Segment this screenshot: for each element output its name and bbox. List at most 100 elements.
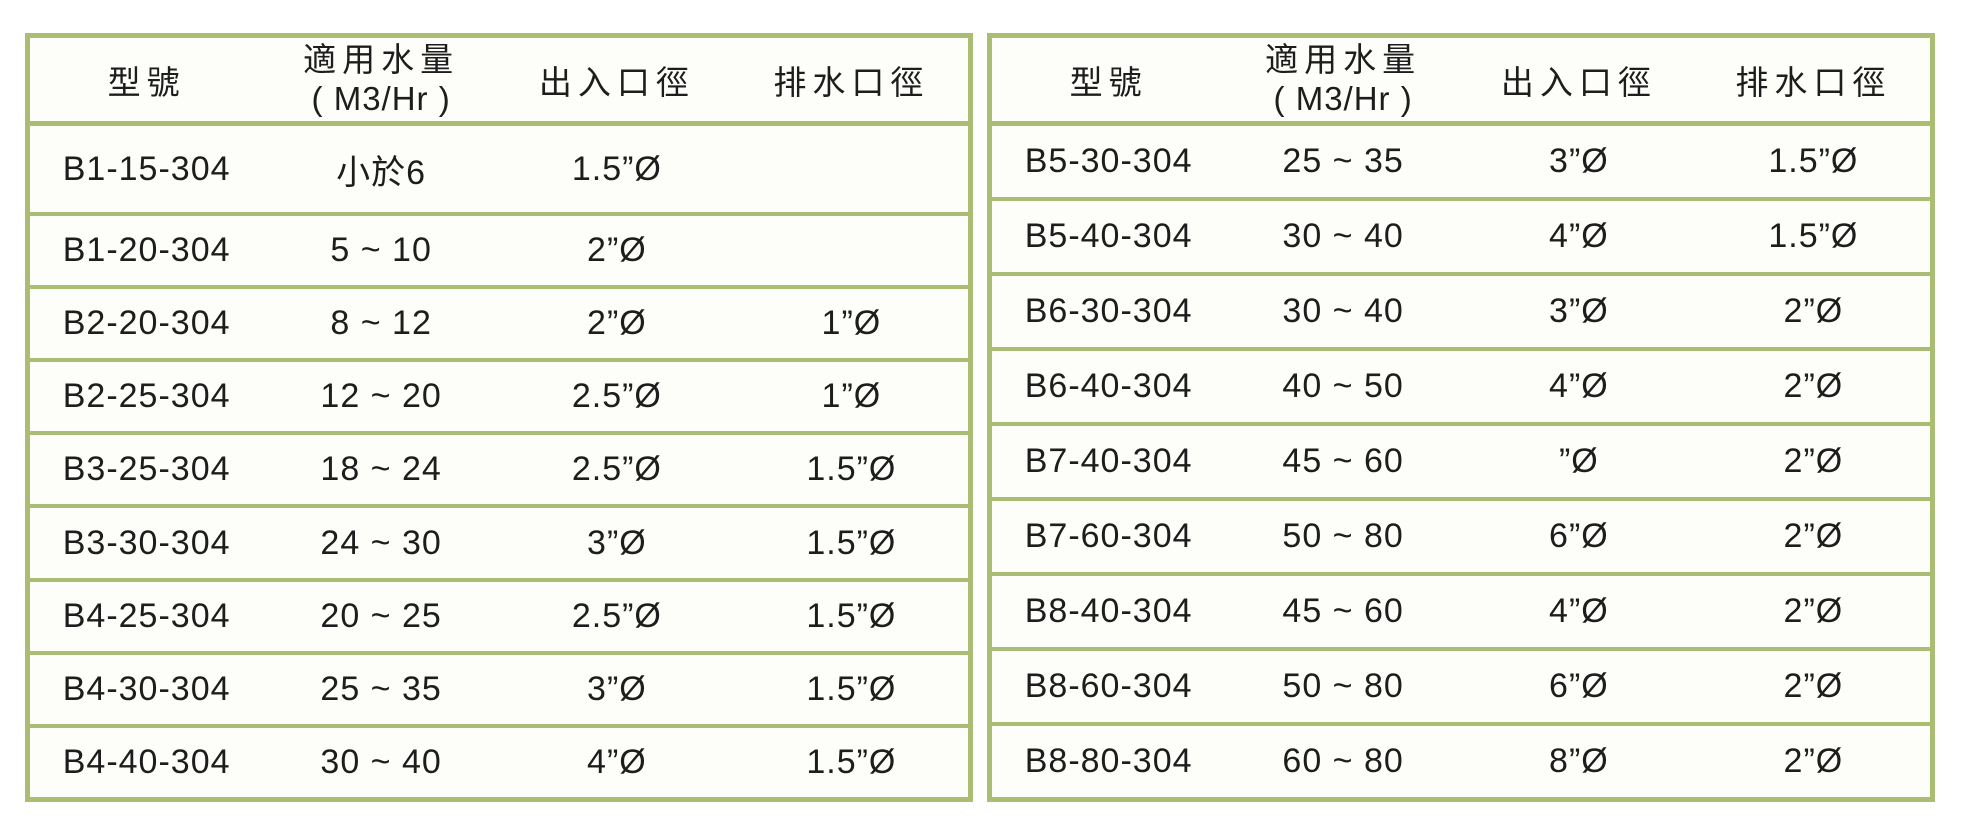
model-cell: B1-20-304 — [62, 231, 231, 270]
col-header-flow-range-label: 適用水量 — [303, 40, 460, 78]
inlet-outlet-diameter-cell: 1.5”Ø — [571, 149, 662, 188]
drain-diameter-cell: 2”Ø — [1783, 591, 1844, 630]
drain-diameter-cell — [735, 124, 971, 215]
drain-diameter-cell: 1.5”Ø — [1768, 142, 1859, 181]
inlet-outlet-diameter-cell: 3”Ø — [1549, 142, 1609, 181]
col-header-inlet-outlet-diameter: 出入口徑 — [499, 35, 735, 126]
flow-range-cell: 25 ~ 35 — [320, 669, 442, 708]
table-row: B6-30-304 30 ~ 40 3”Ø 2”Ø — [989, 274, 1933, 350]
model-cell: B6-30-304 — [1024, 292, 1193, 331]
drain-diameter-cell — [735, 214, 971, 287]
flow-range-cell: 8 ~ 12 — [330, 304, 432, 343]
inlet-outlet-diameter-cell: 4”Ø — [1549, 217, 1609, 256]
flow-range-cell: 12 ~ 20 — [320, 377, 442, 416]
drain-diameter-cell: 2”Ø — [1783, 666, 1844, 705]
flow-range-cell: 小於6 — [336, 153, 427, 192]
inlet-outlet-diameter-cell: 3”Ø — [587, 669, 647, 708]
col-header-inlet-outlet-diameter: 出入口徑 — [1461, 35, 1697, 126]
table-row: B4-25-304 20 ~ 25 2.5”Ø 1.5”Ø — [27, 580, 971, 653]
table-row: B3-25-304 18 ~ 24 2.5”Ø 1.5”Ø — [27, 433, 971, 507]
flow-range-cell: 30 ~ 40 — [1282, 292, 1404, 331]
flow-range-cell: 18 ~ 24 — [320, 450, 442, 489]
drain-diameter-cell: 2”Ø — [1783, 292, 1844, 331]
model-cell: B2-25-304 — [62, 377, 231, 416]
drain-diameter-cell: 2”Ø — [1783, 441, 1844, 480]
col-header-drain-diameter: 排水口徑 — [1696, 35, 1933, 126]
table-row: B4-30-304 25 ~ 35 3”Ø 1.5”Ø — [27, 653, 971, 726]
drain-diameter-cell: 1”Ø — [821, 304, 882, 343]
model-cell: B5-30-304 — [1024, 142, 1193, 181]
col-header-flow-range-unit: ( M3/Hr ) — [1273, 79, 1413, 117]
flow-range-cell: 30 ~ 40 — [320, 742, 442, 781]
inlet-outlet-diameter-cell: 4”Ø — [587, 742, 647, 781]
header-row: 型號 適用水量 ( M3/Hr ) 出入口徑 排水口徑 — [989, 35, 1933, 126]
table-header: 型號 適用水量 ( M3/Hr ) 出入口徑 排水口徑 — [989, 35, 1933, 126]
drain-diameter-cell: 2”Ø — [1783, 516, 1844, 555]
model-cell: B4-30-304 — [62, 669, 231, 708]
drain-diameter-cell: 1.5”Ø — [806, 596, 897, 635]
flow-range-cell: 60 ~ 80 — [1282, 741, 1404, 780]
model-cell: B8-60-304 — [1024, 666, 1193, 705]
drain-diameter-cell: 1.5”Ø — [806, 669, 897, 708]
inlet-outlet-diameter-cell: 2.5”Ø — [571, 596, 662, 635]
inlet-outlet-diameter-cell: 4”Ø — [1549, 367, 1609, 406]
flow-range-cell: 40 ~ 50 — [1282, 367, 1404, 406]
model-cell: B3-30-304 — [62, 523, 231, 562]
model-cell: B4-40-304 — [62, 742, 231, 781]
col-header-flow-range-unit: ( M3/Hr ) — [311, 79, 451, 117]
drain-diameter-cell: 1.5”Ø — [806, 450, 897, 489]
flow-range-cell: 50 ~ 80 — [1282, 666, 1404, 705]
model-cell: B8-80-304 — [1024, 741, 1193, 780]
table-row: B7-60-304 50 ~ 80 6”Ø 2”Ø — [989, 499, 1933, 574]
inlet-outlet-diameter-cell: 2.5”Ø — [571, 450, 662, 489]
flow-range-cell: 45 ~ 60 — [1282, 591, 1404, 630]
inlet-outlet-diameter-cell: 2”Ø — [587, 231, 647, 270]
drain-diameter-cell: 1.5”Ø — [806, 523, 897, 562]
inlet-outlet-diameter-cell: 6”Ø — [1549, 666, 1609, 705]
table-body: B1-15-304 小於6 1.5”Ø B1-20-304 5 ~ 10 2”Ø B2-20… — [27, 124, 971, 800]
flow-range-cell: 24 ~ 30 — [320, 523, 442, 562]
spec-table-left: 型號 適用水量 ( M3/Hr ) 出入口徑 排水口徑 B1-15-304 小於6… — [25, 33, 973, 802]
flow-range-cell: 45 ~ 60 — [1282, 441, 1404, 480]
inlet-outlet-diameter-cell: ”Ø — [1558, 441, 1599, 480]
table-row: B8-40-304 45 ~ 60 4”Ø 2”Ø — [989, 574, 1933, 649]
col-header-flow-range: 適用水量 ( M3/Hr ) — [1225, 35, 1461, 126]
table-row: B1-15-304 小於6 1.5”Ø — [27, 124, 971, 215]
drain-diameter-cell: 1.5”Ø — [1768, 217, 1859, 256]
flow-range-cell: 50 ~ 80 — [1282, 516, 1404, 555]
col-header-flow-range-label: 適用水量 — [1265, 40, 1422, 78]
model-cell: B5-40-304 — [1024, 217, 1193, 256]
model-cell: B6-40-304 — [1024, 367, 1193, 406]
model-cell: B3-25-304 — [62, 450, 231, 489]
header-row: 型號 適用水量 ( M3/Hr ) 出入口徑 排水口徑 — [27, 35, 971, 126]
model-cell: B4-25-304 — [62, 596, 231, 635]
model-cell: B2-20-304 — [62, 304, 231, 343]
col-header-flow-range: 適用水量 ( M3/Hr ) — [263, 35, 499, 126]
table-row: B1-20-304 5 ~ 10 2”Ø — [27, 214, 971, 288]
table-row: B7-40-304 45 ~ 60 ”Ø 2”Ø — [989, 424, 1933, 499]
model-cell: B1-15-304 — [62, 149, 231, 188]
table-row: B2-25-304 12 ~ 20 2.5”Ø 1”Ø — [27, 360, 971, 434]
table-row: B6-40-304 40 ~ 50 4”Ø 2”Ø — [989, 349, 1933, 424]
model-cell: B8-40-304 — [1024, 591, 1193, 630]
col-header-drain-diameter: 排水口徑 — [734, 35, 971, 126]
model-cell: B7-40-304 — [1024, 441, 1193, 480]
table-row: B4-40-304 30 ~ 40 4”Ø 1.5”Ø — [27, 726, 971, 800]
flow-range-cell: 30 ~ 40 — [1282, 217, 1404, 256]
inlet-outlet-diameter-cell: 2”Ø — [587, 304, 647, 343]
inlet-outlet-diameter-cell: 3”Ø — [587, 523, 647, 562]
flow-range-cell: 5 ~ 10 — [330, 231, 432, 270]
table-row: B8-60-304 50 ~ 80 6”Ø 2”Ø — [989, 649, 1933, 724]
drain-diameter-cell: 1.5”Ø — [806, 742, 897, 781]
inlet-outlet-diameter-cell: 2.5”Ø — [571, 377, 662, 416]
table-header: 型號 適用水量 ( M3/Hr ) 出入口徑 排水口徑 — [27, 35, 971, 126]
col-header-model: 型號 — [27, 35, 264, 126]
table-row: B5-30-304 25 ~ 35 3”Ø 1.5”Ø — [989, 124, 1933, 200]
model-cell: B7-60-304 — [1024, 516, 1193, 555]
table-row: B3-30-304 24 ~ 30 3”Ø 1.5”Ø — [27, 506, 971, 580]
table-body: B5-30-304 25 ~ 35 3”Ø 1.5”Ø B5-40-304 30 ~ 40… — [989, 124, 1933, 800]
table-row: B2-20-304 8 ~ 12 2”Ø 1”Ø — [27, 287, 971, 361]
drain-diameter-cell: 2”Ø — [1783, 741, 1844, 780]
inlet-outlet-diameter-cell: 6”Ø — [1549, 516, 1609, 555]
